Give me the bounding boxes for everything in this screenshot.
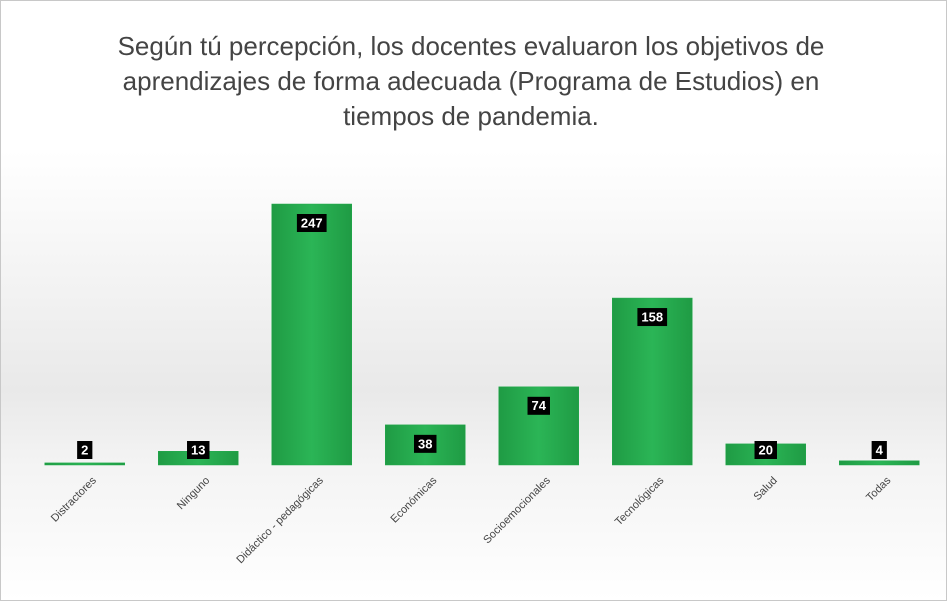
value-label: 247 <box>301 215 323 230</box>
value-label-bg <box>871 441 887 459</box>
value-label-bg <box>414 434 437 453</box>
value-label-bg <box>187 441 210 459</box>
x-tick-label: Didáctico - pedagógicas <box>234 474 326 566</box>
x-tick-label: Todas <box>864 474 894 504</box>
bar <box>839 460 920 466</box>
value-label: 74 <box>532 398 547 413</box>
value-label: 158 <box>641 309 663 324</box>
x-tick-label: Distractores <box>49 474 99 524</box>
value-label: 38 <box>418 436 432 451</box>
value-label: 13 <box>191 442 205 457</box>
x-tick-label: Ninguno <box>175 475 212 512</box>
value-label-bg <box>296 214 327 232</box>
bar <box>44 462 125 466</box>
x-tick-label: Socioemocionales <box>481 474 553 546</box>
value-label: 4 <box>876 442 884 457</box>
value-label-bg <box>637 308 668 327</box>
x-tick-label: Tecnológicas <box>613 474 667 528</box>
value-label-bg <box>527 396 550 415</box>
x-tick-label: Económicas <box>389 474 440 525</box>
value-label: 20 <box>759 442 773 457</box>
value-label-bg <box>77 441 93 459</box>
bar <box>271 203 352 466</box>
chart-title: Según tú percepción, los docentes evalua… <box>117 31 825 131</box>
x-tick-label: Salud <box>751 475 779 503</box>
value-label: 2 <box>81 442 88 457</box>
value-label-bg <box>754 441 777 459</box>
